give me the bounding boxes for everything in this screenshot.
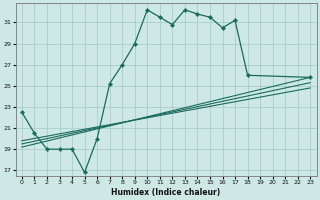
X-axis label: Humidex (Indice chaleur): Humidex (Indice chaleur) (111, 188, 221, 197)
